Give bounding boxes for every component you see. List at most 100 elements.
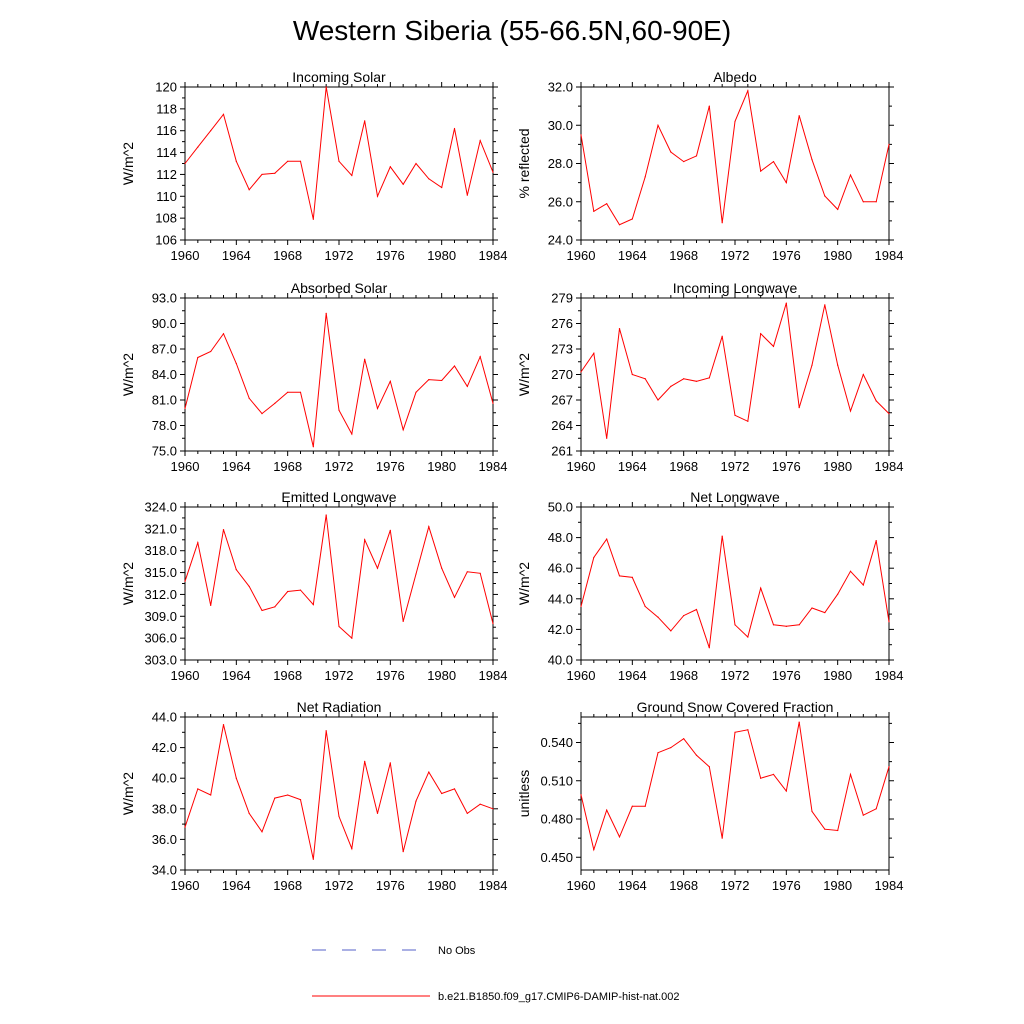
data-point (441, 792, 443, 795)
y-tick-label: 114 (156, 145, 177, 160)
data-point (261, 173, 263, 176)
x-tick-label: 1972 (325, 459, 354, 474)
data-point (670, 385, 672, 387)
x-tick-label: 1960 (567, 459, 596, 474)
y-tick-label: 75.0 (152, 444, 177, 459)
data-point (760, 587, 762, 589)
data-point (593, 210, 595, 212)
plot-frame (580, 297, 890, 452)
data-point (415, 800, 417, 802)
panel-1: Incoming Solar W/m^2 1960 1964 1968 1972 1976 1… (120, 69, 507, 263)
data-point (364, 358, 366, 360)
data-point (708, 377, 710, 379)
x-tick-label: 1972 (721, 878, 750, 893)
data-point (197, 788, 199, 790)
data-point (593, 849, 595, 851)
x-tick-label: 1976 (772, 248, 801, 263)
data-point (222, 724, 225, 726)
data-point (415, 162, 417, 165)
series-line (184, 313, 494, 447)
data-point (862, 584, 864, 586)
data-point (351, 847, 353, 850)
data-point (580, 605, 582, 608)
y-tick-label: 309.0 (144, 609, 177, 624)
y-tick-label: 24.0 (548, 233, 573, 248)
data-point (325, 730, 327, 732)
data-point (606, 437, 608, 439)
data-point (670, 151, 672, 153)
data-point (644, 605, 646, 608)
data-point (875, 201, 877, 203)
data-point (862, 373, 864, 376)
data-point (785, 302, 787, 304)
x-tick-label: 1972 (721, 668, 750, 683)
y-tick-label: 118 (156, 101, 177, 116)
data-point (287, 160, 289, 162)
panel-title: Net Longwave (690, 489, 780, 505)
data-point (644, 176, 646, 178)
y-axis-label: unitless (516, 770, 532, 817)
data-point (197, 542, 199, 544)
x-tick-label: 1968 (669, 878, 698, 893)
x-tick-label: 1980 (427, 668, 456, 683)
y-tick-label: 90.0 (152, 316, 177, 331)
data-point (210, 130, 212, 132)
data-point (376, 407, 379, 410)
y-tick-label: 321.0 (144, 521, 177, 536)
data-point (389, 762, 391, 764)
data-point (760, 777, 762, 779)
data-point (683, 738, 685, 740)
y-tick-label: 276 (551, 316, 573, 331)
data-point (875, 808, 877, 810)
data-point (415, 391, 417, 393)
panel-7: Net Radiation W/m^2 1960 1964 1968 1972 1976 19… (120, 699, 507, 893)
y-tick-label: 30.0 (548, 118, 573, 133)
data-point (580, 794, 582, 796)
y-tick-label: 40.0 (152, 771, 177, 786)
data-point (631, 218, 633, 220)
panel-2: Albedo % reflected 1960 1964 1968 1972 1976 198… (516, 69, 903, 263)
data-point (325, 312, 327, 314)
data-point (415, 573, 417, 575)
data-point (492, 622, 494, 625)
x-tick-label: 1976 (376, 248, 405, 263)
data-point (197, 146, 199, 148)
data-point (466, 194, 468, 196)
data-point (428, 771, 430, 773)
data-point (618, 224, 621, 226)
data-point (657, 124, 659, 126)
data-point (734, 624, 736, 626)
y-tick-label: 46.0 (548, 561, 573, 576)
data-point (222, 113, 225, 115)
data-point (721, 837, 723, 839)
x-tick-label: 1984 (479, 668, 508, 683)
panel-title: Albedo (713, 69, 757, 85)
data-point (389, 529, 391, 531)
data-point (325, 514, 327, 516)
data-point (235, 362, 237, 365)
y-tick-label: 42.0 (152, 740, 177, 755)
data-point (248, 397, 250, 399)
y-tick-label: 116 (156, 123, 177, 138)
data-point (785, 790, 787, 792)
data-point (184, 826, 186, 828)
data-point (364, 539, 366, 541)
panel-title: Ground Snow Covered Fraction (637, 699, 834, 715)
data-point (785, 182, 787, 184)
panel-title: Incoming Longwave (673, 280, 798, 296)
data-point (261, 413, 263, 415)
data-point (210, 604, 212, 606)
data-point (631, 805, 633, 807)
x-tick-label: 1984 (479, 878, 508, 893)
x-tick-label: 1968 (273, 668, 302, 683)
data-point (248, 585, 250, 588)
series-line (580, 302, 890, 439)
data-point (274, 797, 276, 799)
data-point (351, 637, 353, 639)
x-tick-label: 1972 (325, 248, 354, 263)
panel-title: Net Radiation (297, 699, 382, 715)
data-point (747, 90, 749, 92)
x-tick-label: 1976 (772, 878, 801, 893)
data-point (837, 829, 839, 832)
data-point (210, 350, 212, 353)
